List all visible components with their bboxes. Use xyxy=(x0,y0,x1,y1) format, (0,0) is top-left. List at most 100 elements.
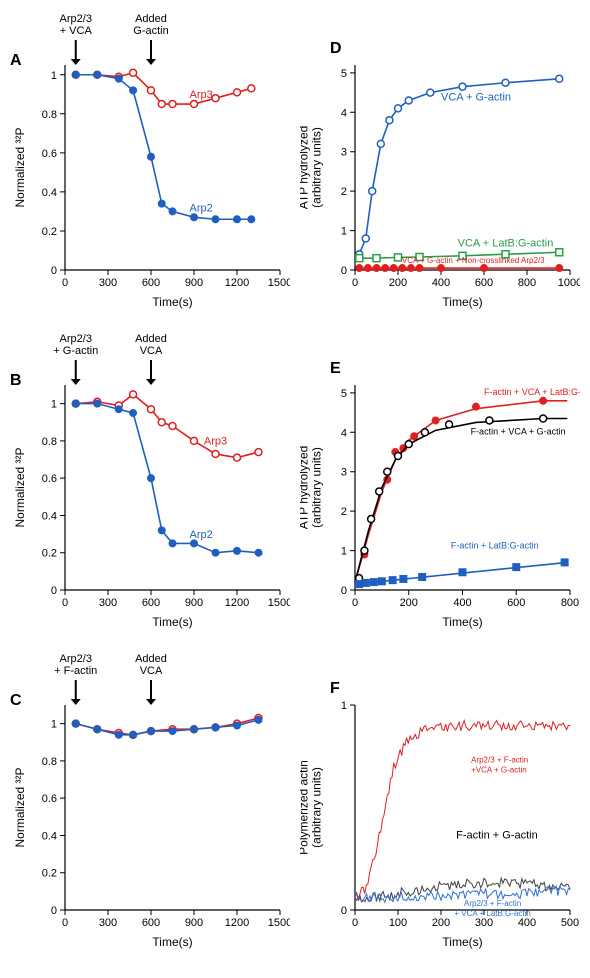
svg-text:1000: 1000 xyxy=(558,277,580,289)
svg-text:800: 800 xyxy=(561,597,579,609)
svg-text:0: 0 xyxy=(51,265,57,277)
svg-text:0: 0 xyxy=(341,905,347,917)
svg-text:900: 900 xyxy=(185,597,203,609)
svg-text:400: 400 xyxy=(453,597,471,609)
svg-text:Time(s): Time(s) xyxy=(152,615,192,629)
svg-text:1: 1 xyxy=(341,700,347,712)
svg-text:Arp3: Arp3 xyxy=(204,436,227,448)
svg-text:0: 0 xyxy=(51,905,57,917)
svg-text:4: 4 xyxy=(341,427,347,439)
svg-text:3: 3 xyxy=(341,147,347,159)
svg-text:Time(s): Time(s) xyxy=(152,935,192,949)
svg-text:300: 300 xyxy=(99,917,117,929)
svg-text:Added: Added xyxy=(135,653,167,665)
panel-label-E: E xyxy=(330,360,341,378)
svg-text:600: 600 xyxy=(142,917,160,929)
svg-text:Arp2/3: Arp2/3 xyxy=(60,13,92,25)
svg-text:F-actin + VCA + LatB:G-actin: F-actin + VCA + LatB:G-actin xyxy=(484,387,580,397)
svg-text:1: 1 xyxy=(51,70,57,82)
svg-text:0.2: 0.2 xyxy=(42,868,57,880)
panel-E: E0200400600800012345Time(s)ATP hydrolyze… xyxy=(300,330,580,630)
svg-text:400: 400 xyxy=(518,917,536,929)
svg-text:(arbitrary units): (arbitrary units) xyxy=(310,127,324,208)
svg-text:0: 0 xyxy=(62,277,68,289)
svg-text:300: 300 xyxy=(475,917,493,929)
svg-text:600: 600 xyxy=(475,277,493,289)
svg-text:Normalized ³²P: Normalized ³²P xyxy=(13,447,27,527)
svg-text:F-actin + LatB:G-actin: F-actin + LatB:G-actin xyxy=(451,541,539,551)
svg-text:G-actin: G-actin xyxy=(133,25,168,37)
svg-text:+VCA + G-actin: +VCA + G-actin xyxy=(471,765,527,774)
svg-text:1200: 1200 xyxy=(225,917,249,929)
panel-label-A: A xyxy=(10,52,22,70)
svg-text:Arp2/3 + F-actin: Arp2/3 + F-actin xyxy=(464,899,521,908)
svg-text:Arp2/3 + F-actin: Arp2/3 + F-actin xyxy=(471,755,528,764)
svg-text:0.6: 0.6 xyxy=(42,793,57,805)
svg-text:VCA + G-actin + Non-crosslinke: VCA + G-actin + Non-crosslinked Arp2/3 xyxy=(402,256,545,265)
svg-text:Arp2: Arp2 xyxy=(190,529,213,541)
svg-text:1: 1 xyxy=(341,226,347,238)
svg-text:Time(s): Time(s) xyxy=(442,935,482,949)
svg-text:Arp2/3: Arp2/3 xyxy=(60,653,92,665)
svg-text:1500: 1500 xyxy=(268,597,290,609)
svg-text:0: 0 xyxy=(352,277,358,289)
svg-text:200: 200 xyxy=(389,277,407,289)
svg-text:F-actin + VCA + G-actin: F-actin + VCA + G-actin xyxy=(471,426,566,436)
svg-text:Time(s): Time(s) xyxy=(442,295,482,309)
svg-text:0: 0 xyxy=(341,265,347,277)
svg-text:300: 300 xyxy=(99,277,117,289)
svg-text:200: 200 xyxy=(432,917,450,929)
svg-text:1200: 1200 xyxy=(225,277,249,289)
svg-text:Arp2: Arp2 xyxy=(190,202,213,214)
svg-text:VCA: VCA xyxy=(140,665,163,677)
panel-label-B: B xyxy=(10,372,22,390)
svg-text:0: 0 xyxy=(341,585,347,597)
svg-text:0.2: 0.2 xyxy=(42,226,57,238)
svg-text:Normalized ³²P: Normalized ³²P xyxy=(13,127,27,207)
svg-text:F-actin + G-actin: F-actin + G-actin xyxy=(456,829,538,841)
panel-label-F: F xyxy=(330,680,340,698)
svg-text:(arbitrary units): (arbitrary units) xyxy=(310,447,324,528)
svg-text:0.4: 0.4 xyxy=(42,830,57,842)
svg-text:Time(s): Time(s) xyxy=(152,295,192,309)
svg-text:0.4: 0.4 xyxy=(42,187,57,199)
panel-A: AArp2/3+ VCAAddedG-actin0300600900120015… xyxy=(10,10,290,310)
svg-text:1: 1 xyxy=(51,719,57,731)
svg-text:400: 400 xyxy=(432,277,450,289)
svg-text:0: 0 xyxy=(352,917,358,929)
svg-text:0: 0 xyxy=(62,597,68,609)
panel-D: D02004006008001000012345Time(s)ATP hydro… xyxy=(300,10,580,310)
svg-text:0.8: 0.8 xyxy=(42,436,57,448)
svg-text:200: 200 xyxy=(400,597,418,609)
svg-text:0.8: 0.8 xyxy=(42,109,57,121)
svg-text:800: 800 xyxy=(518,277,536,289)
svg-text:+ F-actin: + F-actin xyxy=(54,665,97,677)
svg-text:Added: Added xyxy=(135,13,167,25)
svg-text:1200: 1200 xyxy=(225,597,249,609)
svg-text:1500: 1500 xyxy=(268,917,290,929)
svg-text:VCA: VCA xyxy=(140,345,163,357)
svg-text:Normalized ³²P: Normalized ³²P xyxy=(13,767,27,847)
svg-text:1: 1 xyxy=(51,399,57,411)
svg-text:+ G-actin: + G-actin xyxy=(53,345,98,357)
svg-text:600: 600 xyxy=(142,597,160,609)
panel-label-D: D xyxy=(330,40,342,58)
svg-text:Arp2/3: Arp2/3 xyxy=(60,333,92,345)
panel-F: F010020030040050001Time(s)Polymerized ac… xyxy=(300,650,580,950)
svg-text:900: 900 xyxy=(185,917,203,929)
svg-text:500: 500 xyxy=(561,917,579,929)
svg-text:Arp3: Arp3 xyxy=(190,89,213,101)
svg-text:0.6: 0.6 xyxy=(42,473,57,485)
svg-text:(arbitrary units): (arbitrary units) xyxy=(310,767,324,848)
svg-text:0.8: 0.8 xyxy=(42,756,57,768)
svg-text:4: 4 xyxy=(341,107,347,119)
svg-text:VCA + LatB:G-actin: VCA + LatB:G-actin xyxy=(458,237,554,249)
svg-text:+ VCA + LatB:G-actin: + VCA + LatB:G-actin xyxy=(454,909,530,918)
panel-C: CArp2/3+ F-actinAddedVCA0300600900120015… xyxy=(10,650,290,950)
svg-text:Time(s): Time(s) xyxy=(442,615,482,629)
panel-B: BArp2/3+ G-actinAddedVCA0300600900120015… xyxy=(10,330,290,630)
svg-text:600: 600 xyxy=(507,597,525,609)
svg-text:2: 2 xyxy=(341,186,347,198)
svg-text:0.2: 0.2 xyxy=(42,548,57,560)
svg-text:900: 900 xyxy=(185,277,203,289)
